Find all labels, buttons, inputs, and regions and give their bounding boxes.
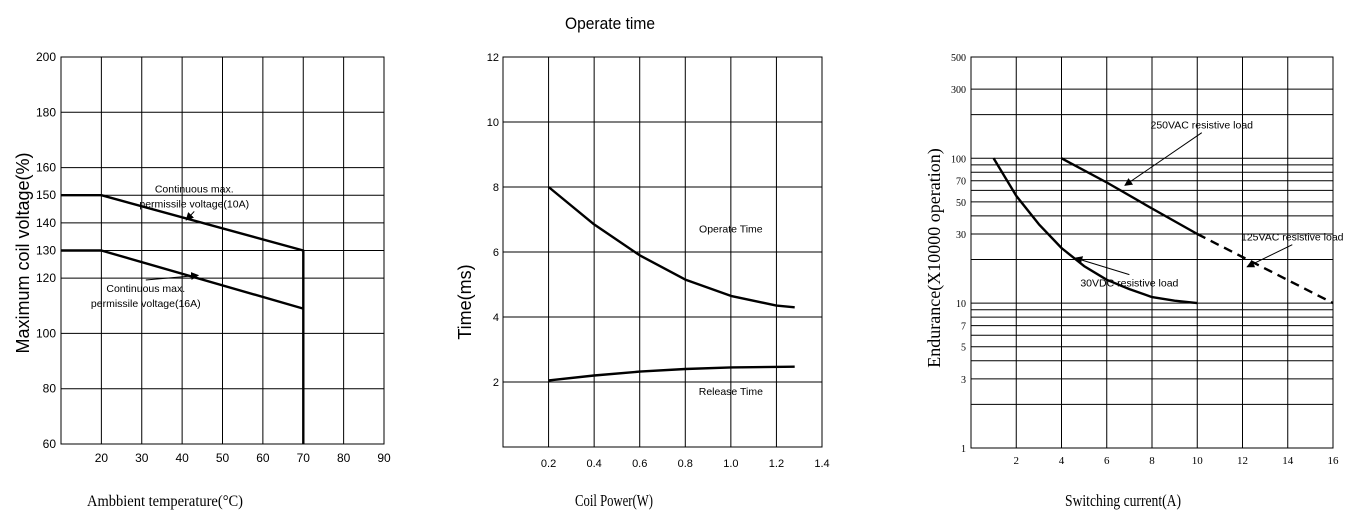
y-tick-label: 5 — [961, 343, 966, 354]
y-tick-label: 80 — [43, 382, 57, 396]
annotation-label: 30VDC resistive load — [1080, 278, 1178, 290]
x-tick-label: 0.2 — [541, 458, 556, 470]
annotation-label: Release Time — [699, 386, 763, 398]
y-tick-label: 150 — [36, 188, 56, 202]
y-tick-label: 180 — [36, 105, 56, 119]
chart-3-tick-labels: 2 4 6 8 10 12 14 16 1 3 5 7 10 30 50 70 100 300 500 — [951, 53, 1339, 467]
y-tick-label: 50 — [956, 198, 966, 209]
x-tick-label: 30 — [135, 451, 149, 465]
x-tick-label: 2 — [1014, 455, 1020, 467]
chart-2-series — [547, 186, 795, 382]
y-tick-label: 12 — [487, 52, 499, 64]
y-tick-label: 100 — [36, 326, 56, 340]
x-tick-label: 0.6 — [632, 458, 647, 470]
series-line — [61, 249, 304, 310]
chart-voltage-temperature: Continuous max. permissile voltage(10A) Co… — [13, 50, 391, 510]
series-line — [547, 186, 795, 309]
chart-endurance-switching-current: 250VAC resistive load 125VAC resistive lo… — [924, 53, 1344, 510]
chart-1-tick-labels: 20 30 40 50 60 70 80 90 60 80 100 120 130 140 150 160 18… — [36, 50, 391, 465]
x-tick-label: 70 — [297, 451, 311, 465]
annotation-label: 125VAC resistive load — [1241, 232, 1344, 244]
chart-2-x-axis-label: Coil Power(W) — [575, 491, 653, 510]
x-tick-label: 4 — [1059, 455, 1065, 467]
annotation-arrow — [145, 272, 200, 281]
y-tick-label: 10 — [487, 117, 499, 129]
x-tick-label: 14 — [1282, 455, 1294, 467]
y-tick-label: 120 — [36, 271, 56, 285]
chart-3-grid — [970, 56, 1334, 449]
chart-2-annotations: Operate Time Release Time — [699, 224, 763, 399]
y-tick-label: 500 — [951, 53, 966, 64]
y-tick-label: 300 — [951, 85, 966, 96]
page-title: Operate time — [565, 14, 655, 33]
chart-2-tick-labels: 0.2 0.4 0.6 0.8 1.0 1.2 1.4 2 4 6 8 10 12 — [487, 52, 830, 470]
annotation-label: Continuous max. — [155, 183, 234, 195]
annotation-arrow — [1246, 244, 1293, 268]
x-tick-label: 1.2 — [769, 458, 784, 470]
chart-2-grid — [502, 56, 823, 448]
annotation-label: 250VAC resistive load — [1151, 120, 1254, 132]
chart-3-series — [992, 157, 1334, 305]
y-tick-label: 70 — [956, 177, 966, 188]
x-tick-label: 8 — [1149, 455, 1155, 467]
chart-2-y-axis-label: Time(ms) — [455, 264, 475, 339]
x-tick-label: 10 — [1192, 455, 1204, 467]
annotation-label: permissile voltage(10A) — [139, 198, 249, 210]
y-tick-label: 100 — [951, 154, 966, 165]
chart-1-series — [61, 194, 305, 444]
y-tick-label: 8 — [493, 182, 499, 194]
annotation-arrow — [1074, 256, 1130, 276]
x-tick-label: 0.4 — [586, 458, 601, 470]
chart-1-y-axis-label: Maximum coil voltage(%) — [13, 152, 33, 353]
chart-1-annotations: Continuous max. permissile voltage(10A) Co… — [91, 183, 249, 310]
y-tick-label: 60 — [43, 437, 57, 451]
chart-3-annotations: 250VAC resistive load 125VAC resistive lo… — [1074, 120, 1344, 290]
x-tick-label: 0.8 — [678, 458, 693, 470]
x-tick-label: 20 — [95, 451, 109, 465]
x-tick-label: 16 — [1328, 455, 1340, 467]
annotation-label: Continuous max. — [106, 283, 185, 295]
chart-1-grid — [60, 56, 385, 445]
x-tick-label: 50 — [216, 451, 230, 465]
x-tick-label: 40 — [175, 451, 189, 465]
x-tick-label: 12 — [1237, 455, 1248, 467]
chart-1-x-axis-label: Ambbient temperature(°C) — [87, 493, 243, 510]
series-line — [61, 194, 305, 444]
y-tick-label: 4 — [493, 312, 499, 324]
y-tick-label: 30 — [956, 230, 966, 241]
y-tick-label: 140 — [36, 216, 56, 230]
y-tick-label: 1 — [961, 444, 966, 455]
x-tick-label: 1.4 — [814, 458, 829, 470]
y-tick-label: 200 — [36, 50, 56, 64]
annotation-arrow — [1124, 132, 1203, 186]
annotation-arrow — [185, 211, 195, 221]
y-tick-label: 2 — [493, 377, 499, 389]
chart-time-coil-power: Operate Time Release Time 0.2 0.4 0.6 0.8 1.0… — [455, 52, 830, 510]
x-tick-label: 80 — [337, 451, 351, 465]
series-line — [1196, 232, 1334, 305]
series-line — [992, 157, 1198, 305]
y-tick-label: 10 — [956, 299, 966, 310]
y-tick-label: 7 — [961, 322, 966, 333]
chart-3-y-axis-label: Endurance(X10000 operation) — [924, 148, 945, 367]
x-tick-label: 90 — [377, 451, 391, 465]
x-tick-label: 60 — [256, 451, 270, 465]
series-line — [1060, 157, 1198, 236]
y-tick-label: 3 — [961, 375, 966, 386]
x-tick-label: 6 — [1104, 455, 1110, 467]
y-tick-label: 6 — [493, 247, 499, 259]
y-tick-label: 160 — [36, 161, 56, 175]
annotation-label: permissile voltage(16A) — [91, 298, 201, 310]
chart-3-x-axis-label: Switching current(A) — [1065, 491, 1181, 510]
y-tick-label: 130 — [36, 244, 56, 258]
x-tick-label: 1.0 — [723, 458, 738, 470]
annotation-label: Operate Time — [699, 224, 763, 236]
series-line — [548, 365, 795, 382]
